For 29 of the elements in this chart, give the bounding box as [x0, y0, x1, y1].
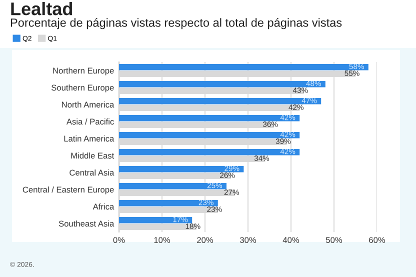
bar: [119, 166, 244, 172]
x-tick-label: 30%: [240, 237, 256, 243]
x-tick-label: 0%: [113, 237, 125, 243]
x-tick-label: 50%: [326, 237, 342, 243]
x-tick-label: 10%: [154, 237, 170, 243]
y-tick-label: Southern Europe: [52, 84, 114, 92]
y-tick-label: Central Asia: [70, 169, 114, 176]
y-tick-label: Latin America: [64, 135, 114, 142]
y-tick-label: North America: [62, 101, 114, 108]
y-tick-label: Southeast Asia: [58, 220, 114, 227]
bar: [119, 200, 218, 206]
chart-subtitle: Porcentaje de páginas vistas respecto al total de páginas vistas: [10, 18, 342, 30]
bar: [119, 98, 322, 104]
x-tick-label: 40%: [282, 237, 300, 243]
bar: [119, 148, 300, 156]
bar: [119, 216, 192, 224]
y-tick-label: Central / Eastern Europe: [22, 186, 114, 194]
y-tick-label: Asia / Pacific: [66, 118, 114, 125]
bar: [119, 64, 368, 70]
bar: [119, 182, 226, 190]
x-tick-label: 20%: [197, 237, 214, 243]
chart-title: Lealtad: [11, 2, 72, 16]
bar: [119, 114, 300, 122]
y-tick-label: Middle East: [71, 152, 114, 159]
bar: [119, 132, 300, 138]
y-tick-label: Northern Europe: [53, 67, 114, 76]
y-tick-label: Africa: [92, 203, 114, 210]
bar: [119, 80, 326, 88]
x-tick-label: 60%: [369, 237, 386, 243]
